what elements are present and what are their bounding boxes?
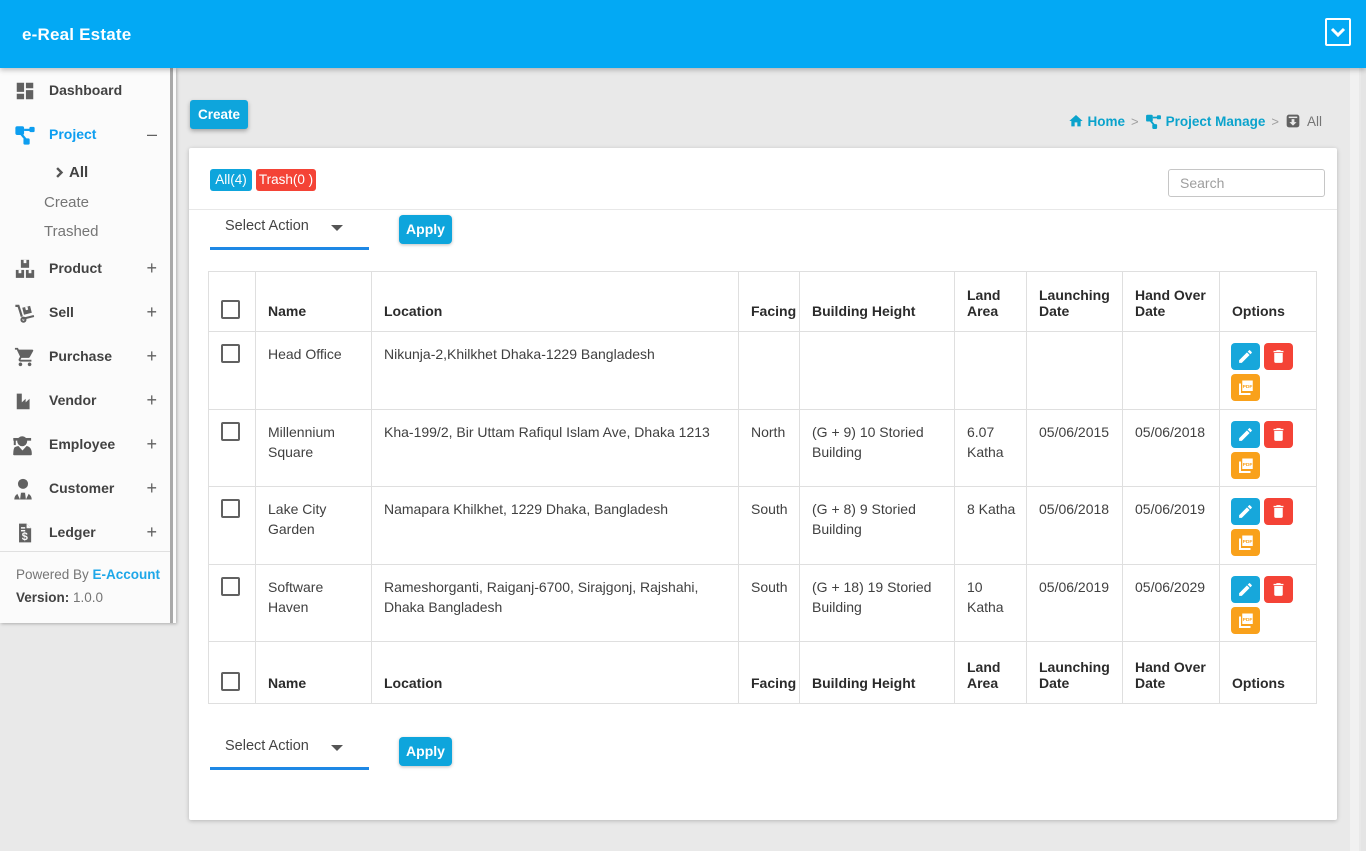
svg-text:PDF: PDF — [1243, 384, 1253, 390]
svg-text:$: $ — [22, 531, 28, 543]
svg-text:PDF: PDF — [1243, 539, 1253, 545]
svg-text:PDF: PDF — [1243, 462, 1253, 468]
svg-text:PDF: PDF — [1243, 617, 1253, 623]
